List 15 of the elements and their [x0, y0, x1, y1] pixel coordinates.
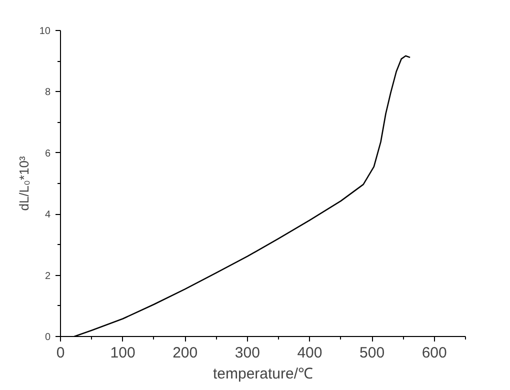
- y-tick-label: 2: [44, 270, 51, 282]
- y-axis-title: dL/L₀*10³: [16, 156, 32, 211]
- x-tick-label: 300: [234, 344, 260, 362]
- y-tick-label: 0: [44, 332, 51, 343]
- x-tick-label: 0: [56, 344, 65, 362]
- x-tick-label: 500: [360, 344, 385, 362]
- x-tick-label: 400: [297, 344, 322, 362]
- x-tick-label: 200: [172, 344, 198, 362]
- x-tick-label: 600: [422, 344, 447, 362]
- y-tick-label: 6: [44, 148, 51, 160]
- x-tick-label: 100: [110, 344, 136, 362]
- y-tick-label: 8: [44, 87, 51, 98]
- y-tick-label: 10: [39, 26, 51, 37]
- x-axis-title: temperature/℃: [212, 366, 314, 382]
- y-tick-label: 4: [44, 210, 51, 221]
